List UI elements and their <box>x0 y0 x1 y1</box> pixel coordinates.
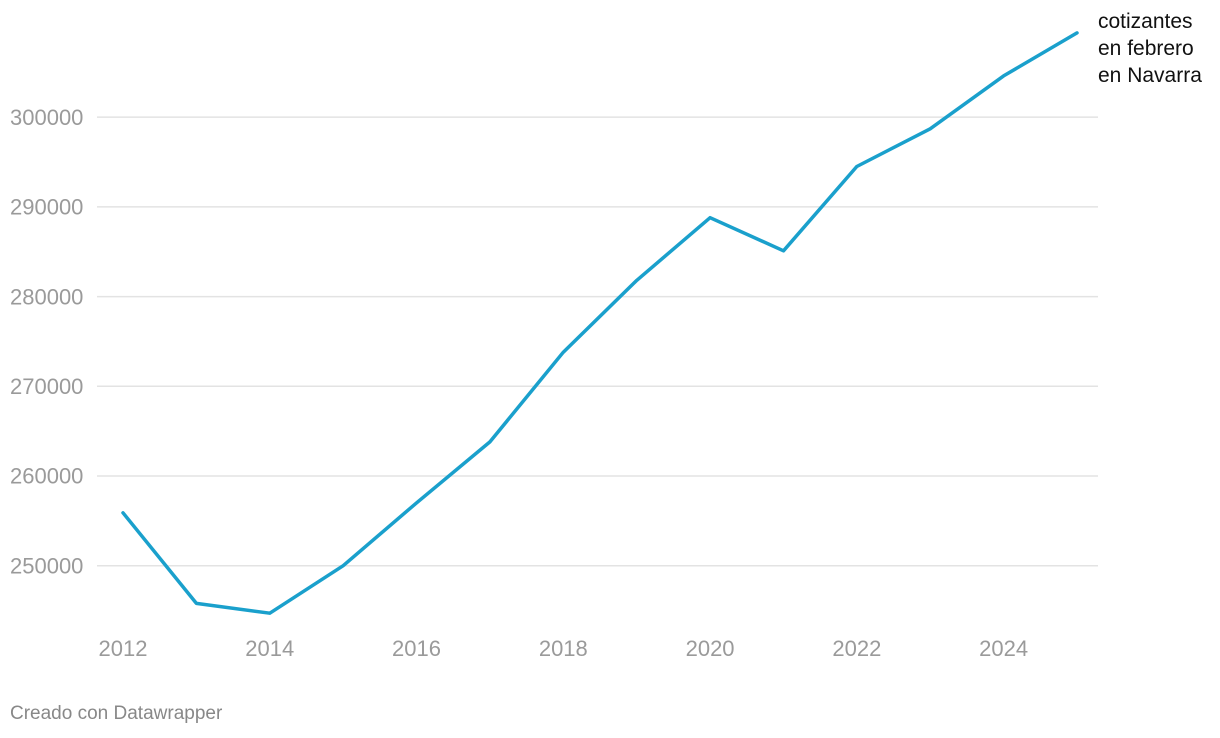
x-axis-ticks: 2012 2014 2016 2018 2020 2022 2024 <box>99 636 1029 661</box>
x-tick-label-2014: 2014 <box>245 636 294 661</box>
y-tick-label-270000: 270000 <box>10 374 83 399</box>
x-tick-label-2016: 2016 <box>392 636 441 661</box>
grid-lines <box>97 116 1098 567</box>
x-tick-label-2020: 2020 <box>686 636 735 661</box>
y-tick-label-260000: 260000 <box>10 464 83 489</box>
footer-credit[interactable]: Creado con Datawrapper <box>10 703 223 724</box>
x-tick-label-2012: 2012 <box>99 636 148 661</box>
x-tick-label-2022: 2022 <box>832 636 881 661</box>
x-tick-label-2018: 2018 <box>539 636 588 661</box>
y-tick-label-290000: 290000 <box>10 195 83 220</box>
y-tick-label-280000: 280000 <box>10 284 83 309</box>
x-tick-label-2024: 2024 <box>979 636 1028 661</box>
series-label: cotizantes en febrero en Navarra <box>1098 10 1202 87</box>
y-tick-label-250000: 250000 <box>10 553 83 578</box>
series-group <box>121 31 1079 615</box>
y-tick-label-300000: 300000 <box>10 105 83 130</box>
y-axis-ticks: 250000 260000 270000 280000 290000 300000 <box>10 105 83 579</box>
series-line-0[interactable] <box>121 31 1079 615</box>
